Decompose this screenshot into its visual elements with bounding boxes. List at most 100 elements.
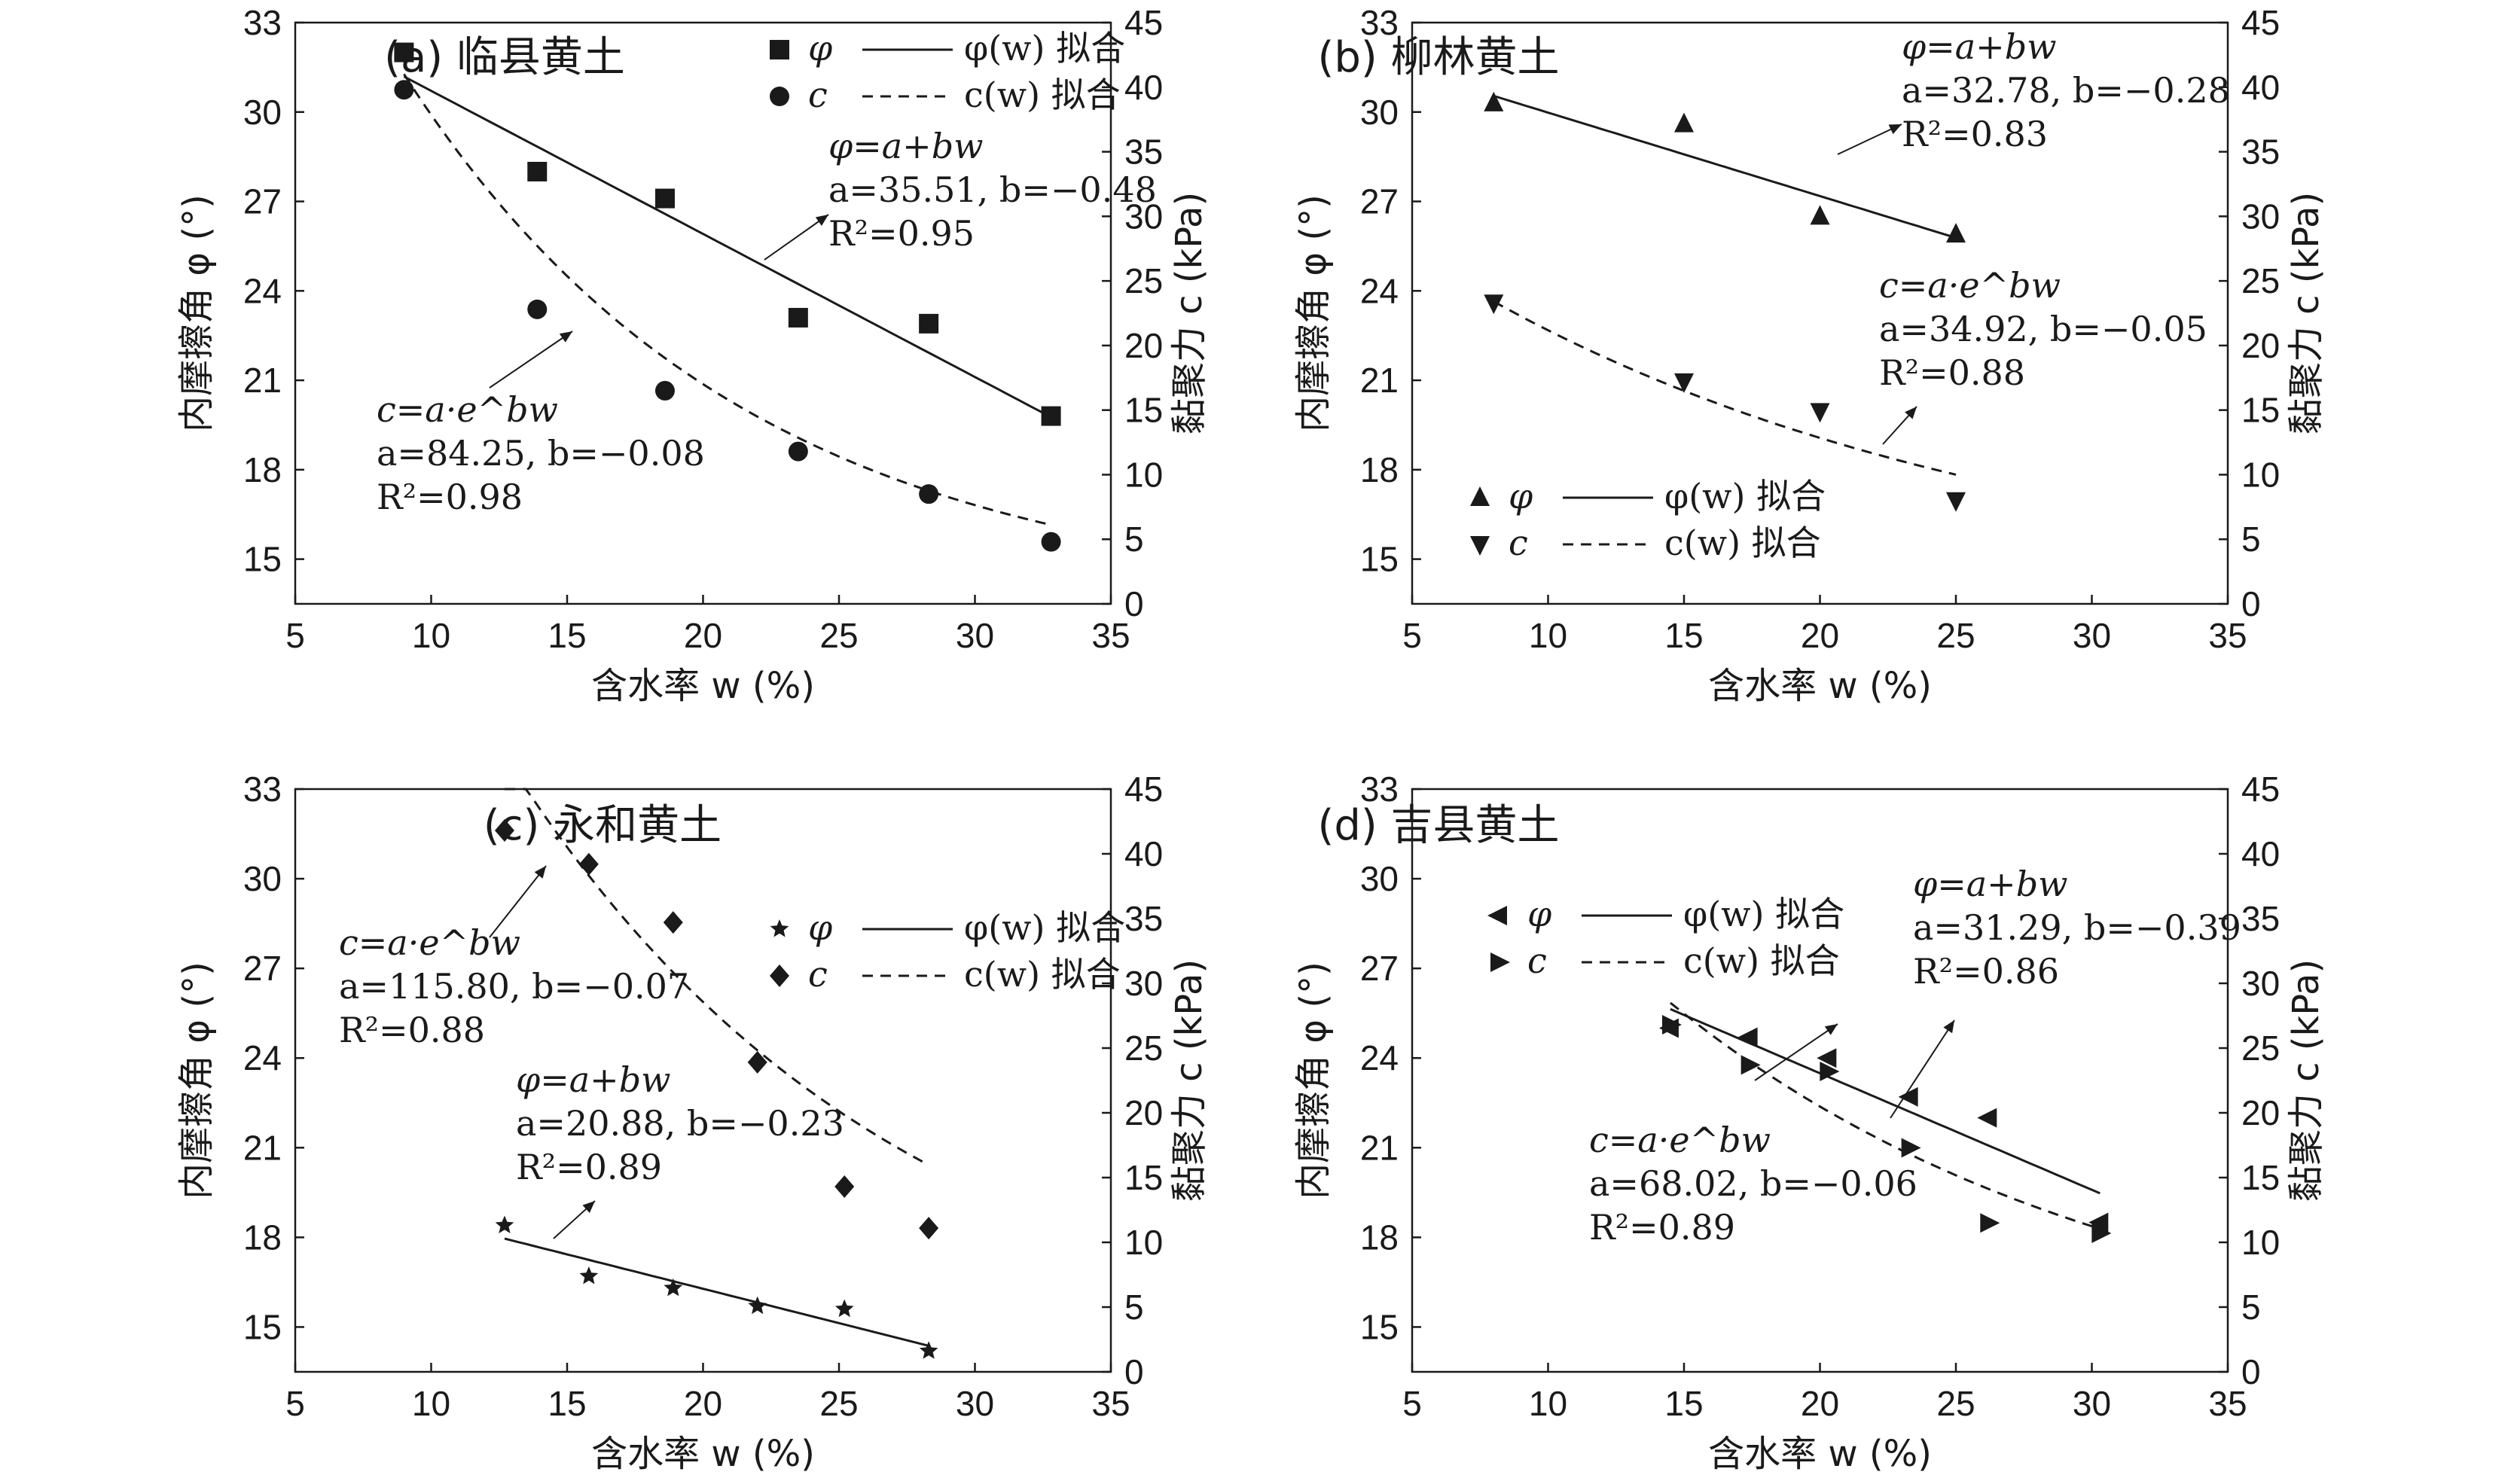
- phi-data-point: [1674, 112, 1694, 133]
- y2-tick-label: 40: [2241, 68, 2280, 107]
- y-tick-label: 33: [1360, 769, 1399, 809]
- phi-data-point: [1810, 205, 1830, 225]
- y-tick-label: 24: [243, 271, 282, 310]
- plot-frame: [294, 788, 1112, 1373]
- annotation-line: a=31.29, b=−0.39: [1913, 907, 2241, 948]
- annotation-line: R²=0.95: [828, 213, 975, 254]
- y2-tick-label: 15: [1124, 391, 1163, 430]
- arrow-head: [1943, 1020, 1954, 1034]
- phi-data-point: [788, 307, 808, 328]
- y2-tick-label: 20: [1124, 1093, 1163, 1132]
- x-tick-label: 5: [1402, 1384, 1422, 1423]
- x-tick-label: 15: [1664, 1384, 1703, 1423]
- arrow-head: [1888, 124, 1902, 135]
- panel-title: (b) 柳林黄土: [1317, 33, 1559, 82]
- annotation-arrow: [489, 865, 547, 938]
- y2-tick-label: 35: [1124, 899, 1163, 938]
- phi-data-point: [834, 1299, 854, 1318]
- arrow-head: [1824, 1024, 1838, 1035]
- arrow-line: [489, 331, 573, 389]
- x-tick-label: 10: [1529, 1384, 1567, 1423]
- x-tick-label: 10: [412, 616, 450, 655]
- c-fit-curve: [1493, 300, 1957, 476]
- phi-data-point: [1977, 1108, 1997, 1128]
- y-tick-label: 30: [1360, 859, 1399, 898]
- legend-series-label: φ: [1509, 476, 1533, 517]
- y-tick-label: 18: [1360, 1217, 1399, 1257]
- annotation-arrow: [764, 214, 829, 261]
- x-tick-label: 5: [285, 616, 305, 655]
- chart-panel-b: 5 10 15 20 25 30 35 15 18 21 24 27 30 33 0 5 10 15 20 25 30 3…: [1292, 3, 2327, 707]
- legend-fit-label: φ(w) 拟合: [1683, 894, 1844, 934]
- x-tick-label: 30: [956, 616, 994, 655]
- y-tick-label: 30: [243, 93, 282, 132]
- legend-fit-label: c(w) 拟合: [1683, 940, 1840, 981]
- annotation-line: φ=a+bw: [1902, 26, 2057, 67]
- legend-fit-label: φ(w) 拟合: [1664, 476, 1826, 517]
- y-tick-label: 33: [243, 3, 282, 42]
- legend-series-label: c: [808, 75, 828, 115]
- c-data-point: [494, 819, 514, 843]
- y2-tick-label: 15: [2241, 1158, 2280, 1197]
- c-data-point: [527, 299, 548, 319]
- y-tick-label: 30: [243, 859, 282, 898]
- x-tick-label: 30: [956, 1384, 994, 1423]
- x-tick-label: 25: [1936, 1384, 1975, 1423]
- phi-fit-line: [1670, 1007, 2101, 1195]
- x-tick-label: 35: [1091, 616, 1130, 655]
- y2-tick-label: 5: [1124, 1288, 1144, 1327]
- phi-data-point: [1737, 1027, 1758, 1047]
- x-tick-label: 30: [2073, 616, 2111, 655]
- c-data-point: [919, 484, 939, 504]
- y2-tick-label: 0: [2241, 1352, 2261, 1391]
- y2-tick-label: 30: [2241, 197, 2280, 236]
- x-axis-title: 含水率 w (%): [591, 1433, 815, 1475]
- x-tick-label: 35: [2208, 616, 2247, 655]
- x-tick-label: 35: [1091, 1384, 1130, 1423]
- y2-tick-label: 35: [1124, 133, 1163, 172]
- phi-data-point: [919, 1341, 938, 1359]
- y-tick-label: 27: [1360, 182, 1399, 221]
- y2-tick-label: 5: [1124, 520, 1144, 559]
- legend-marker: [770, 965, 789, 987]
- y-tick-label: 21: [243, 1128, 282, 1167]
- y-tick-label: 21: [1360, 1128, 1399, 1167]
- c-data-point: [1674, 373, 1694, 393]
- legend-fit-label: c(w) 拟合: [964, 75, 1121, 115]
- c-data-point: [1980, 1213, 2000, 1233]
- legend-fit-label: φ(w) 拟合: [964, 907, 1125, 948]
- arrow-line: [1754, 1023, 1838, 1081]
- annotation-line: c=a·e^bw: [1879, 265, 2061, 306]
- x-tick-label: 25: [819, 616, 858, 655]
- y2-tick-label: 15: [1124, 1158, 1163, 1197]
- c-data-point: [1741, 1055, 1761, 1075]
- annotation-line: R²=0.89: [1589, 1207, 1735, 1248]
- y2-tick-label: 45: [1124, 769, 1163, 809]
- y2-tick-label: 25: [1124, 261, 1163, 300]
- y-tick-label: 15: [243, 540, 282, 579]
- annotation-arrow: [1882, 406, 1917, 445]
- annotation-line: φ=a+bw: [1913, 864, 2068, 904]
- x-axis-title: 含水率 w (%): [591, 665, 815, 707]
- legend-marker: [770, 40, 789, 59]
- x-tick-label: 25: [1936, 616, 1975, 655]
- x-axis-title: 含水率 w (%): [1708, 665, 1932, 707]
- c-data-point: [1901, 1138, 1921, 1158]
- y-tick-label: 30: [1360, 93, 1399, 132]
- y2-axis-title: 黏聚力 c (kPa): [1168, 192, 1210, 434]
- c-data-point: [663, 911, 683, 934]
- y-tick-label: 15: [1360, 540, 1399, 579]
- y2-tick-label: 25: [2241, 1029, 2280, 1068]
- annotation-line: R²=0.88: [339, 1010, 485, 1050]
- y2-tick-label: 30: [2241, 964, 2280, 1003]
- chart-panel-a: 5 10 15 20 25 30 35 15 18 21 24 27 30 33 0 5 10 15 20 25 30 3…: [175, 3, 1210, 707]
- y2-axis-title: 黏聚力 c (kPa): [1168, 959, 1210, 1202]
- annotation-line: a=115.80, b=−0.07: [339, 966, 689, 1007]
- panel-title: (c) 永和黄土: [484, 801, 722, 850]
- legend-series-label: φ: [808, 28, 833, 69]
- arrow-head: [559, 331, 572, 343]
- y-tick-label: 27: [243, 949, 282, 988]
- phi-fit-line: [403, 75, 1052, 419]
